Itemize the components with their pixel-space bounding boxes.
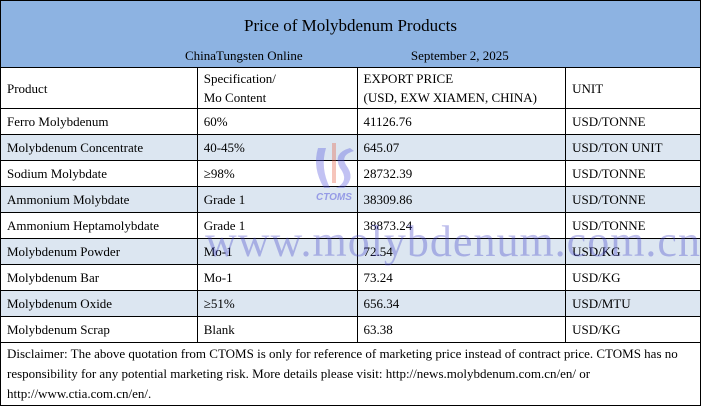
table-title: Price of Molybdenum Products <box>0 0 701 45</box>
cell-unit: USD/KG <box>565 264 701 291</box>
cell-spec: Grade 1 <box>196 212 358 239</box>
cell-product: Ammonium Heptamolybdate <box>0 212 198 239</box>
table-row: Molybdenum Powder Mo-1 72.54 USD/KG <box>0 238 701 265</box>
cell-price: 73.24 <box>356 264 567 291</box>
header-spec-line1: Specification/ <box>203 71 276 86</box>
cell-price: 72.54 <box>356 238 567 265</box>
cell-spec: 40-45% <box>196 134 358 161</box>
header-price-line2: (USD, EXW XIAMEN, CHINA) <box>363 90 537 105</box>
cell-spec: 60% <box>196 108 358 135</box>
cell-price: 41126.76 <box>356 108 567 135</box>
cell-unit: USD/MTU <box>565 290 701 317</box>
cell-price: 656.34 <box>356 290 567 317</box>
cell-product: Ferro Molybdenum <box>0 108 198 135</box>
cell-price: 38873.24 <box>356 212 567 239</box>
header-spec: Specification/Mo Content <box>196 67 358 109</box>
cell-unit: USD/TONNE <box>565 160 701 187</box>
cell-unit: USD/KG <box>565 238 701 265</box>
table-row: Ferro Molybdenum 60% 41126.76 USD/TONNE <box>0 108 701 135</box>
cell-unit: USD/TONNE <box>565 212 701 239</box>
table-row: Molybdenum Scrap Blank 63.38 USD/KG <box>0 316 701 343</box>
cell-product: Molybdenum Powder <box>0 238 198 265</box>
table-row: Molybdenum Bar Mo-1 73.24 USD/KG <box>0 264 701 291</box>
source: ChinaTungsten Online <box>185 48 303 63</box>
header-product: Product <box>0 67 198 109</box>
cell-unit: USD/KG <box>565 316 701 343</box>
subtitle-row: ChinaTungsten Online September 2, 2025 <box>0 45 701 68</box>
cell-spec: Mo-1 <box>196 264 358 291</box>
header-row: Product Specification/Mo Content EXPORT … <box>0 67 701 109</box>
cell-unit: USD/TONNE <box>565 108 701 135</box>
cell-unit: USD/TONNE <box>565 186 701 213</box>
table-row: Sodium Molybdate ≥98% 28732.39 USD/TONNE <box>0 160 701 187</box>
cell-price: 645.07 <box>356 134 567 161</box>
cell-spec: ≥98% <box>196 160 358 187</box>
cell-product: Ammonium Molybdate <box>0 186 198 213</box>
cell-product: Molybdenum Concentrate <box>0 134 198 161</box>
cell-product: Molybdenum Bar <box>0 264 198 291</box>
cell-spec: ≥51% <box>196 290 358 317</box>
table-row: Ammonium Heptamolybdate Grade 1 38873.24 US… <box>0 212 701 239</box>
header-unit: UNIT <box>565 67 701 109</box>
cell-spec: Mo-1 <box>196 238 358 265</box>
header-price: EXPORT PRICE (USD, EXW XIAMEN, CHINA) <box>356 67 567 109</box>
header-price-line1: EXPORT PRICE <box>363 71 454 86</box>
cell-product: Sodium Molybdate <box>0 160 198 187</box>
cell-unit: USD/TON UNIT <box>565 134 701 161</box>
cell-spec: Grade 1 <box>196 186 358 213</box>
table-row: Ammonium Molybdate Grade 1 38309.86 USD/TON… <box>0 186 701 213</box>
cell-product: Molybdenum Scrap <box>0 316 198 343</box>
cell-price: 38309.86 <box>356 186 567 213</box>
cell-product: Molybdenum Oxide <box>0 290 198 317</box>
table-row: Molybdenum Concentrate 40-45% 645.07 USD/TO… <box>0 134 701 161</box>
cell-spec: Blank <box>196 316 358 343</box>
disclaimer: Disclaimer: The above quotation from CTO… <box>0 342 701 406</box>
cell-price: 63.38 <box>356 316 567 343</box>
header-spec-line2: Mo Content <box>203 90 267 105</box>
cell-price: 28732.39 <box>356 160 567 187</box>
table-row: Molybdenum Oxide ≥51% 656.34 USD/MTU <box>0 290 701 317</box>
date: September 2, 2025 <box>410 48 509 63</box>
